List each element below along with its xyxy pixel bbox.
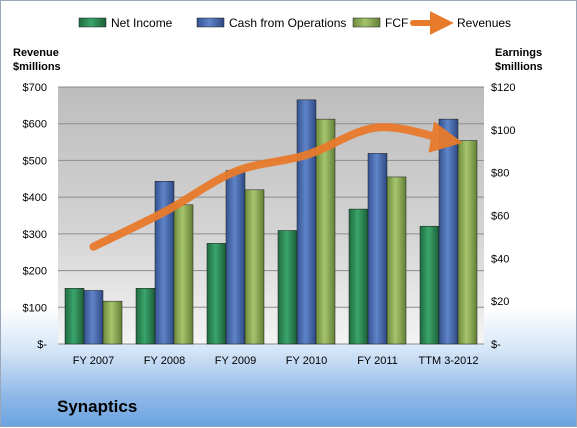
right-axis-title-line1: Earnings [495,47,542,59]
bar-fcf [315,118,336,345]
right-axis-tick-label: $120 [491,82,515,94]
right-axis-tick-label: $40 [491,253,509,265]
left-axis-tick-label: $200 [23,266,47,278]
bar-cash-from-operations [225,170,246,345]
revenues-line [89,121,463,251]
bar-net-income [348,208,369,345]
left-axis-tick-label: $600 [23,119,47,131]
bar-net-income [277,230,298,345]
bar-fcf [244,189,265,345]
category-label: FY 2007 [73,355,114,367]
left-axis-tick-label: $700 [23,82,47,94]
left-axis-tick-label: $400 [23,192,47,204]
legend-swatch-net-income [78,17,107,28]
bar-cash-from-operations [296,99,317,345]
bar-net-income [419,225,440,345]
right-axis-tick-label: $60 [491,211,509,223]
legend-label-fcf: FCF [385,16,408,30]
right-axis-tick-label: $80 [491,168,509,180]
left-axis-tick-label: $500 [23,155,47,167]
legend-label-cash-from-operations: Cash from Operations [229,16,346,30]
bar-net-income [206,243,227,345]
right-axis-tick-label: $100 [491,125,515,137]
category-label: FY 2009 [215,355,256,367]
legend-swatch-fcf [352,17,381,28]
bar-fcf [457,140,478,345]
bar-cash-from-operations [438,118,459,345]
legend-label-net-income: Net Income [111,16,173,30]
category-label: FY 2010 [286,355,327,367]
category-label: FY 2008 [144,355,185,367]
legend-label-revenues: Revenues [457,16,511,30]
right-axis-tick-label: $- [491,339,501,351]
right-axis-tick-label: $20 [491,296,509,308]
bar-cash-from-operations [367,153,388,345]
bar-net-income [64,288,85,345]
left-axis-tick-label: $300 [23,229,47,241]
legend-swatch-cash-from-operations [196,17,225,28]
bar-fcf [386,176,407,345]
right-axis-title-line2: $millions [495,61,543,73]
left-axis-title-line1: Revenue [13,47,59,59]
category-label: TTM 3-2012 [419,355,479,367]
bar-net-income [135,288,156,345]
left-axis-tick-label: $- [37,339,47,351]
bar-fcf [173,204,194,345]
bar-cash-from-operations [83,290,104,345]
left-axis-tick-label: $100 [23,302,47,314]
company-name: Synaptics [57,397,138,416]
category-label: FY 2011 [357,355,398,367]
left-axis-title-line2: $millions [13,61,61,73]
bar-fcf [102,300,123,345]
